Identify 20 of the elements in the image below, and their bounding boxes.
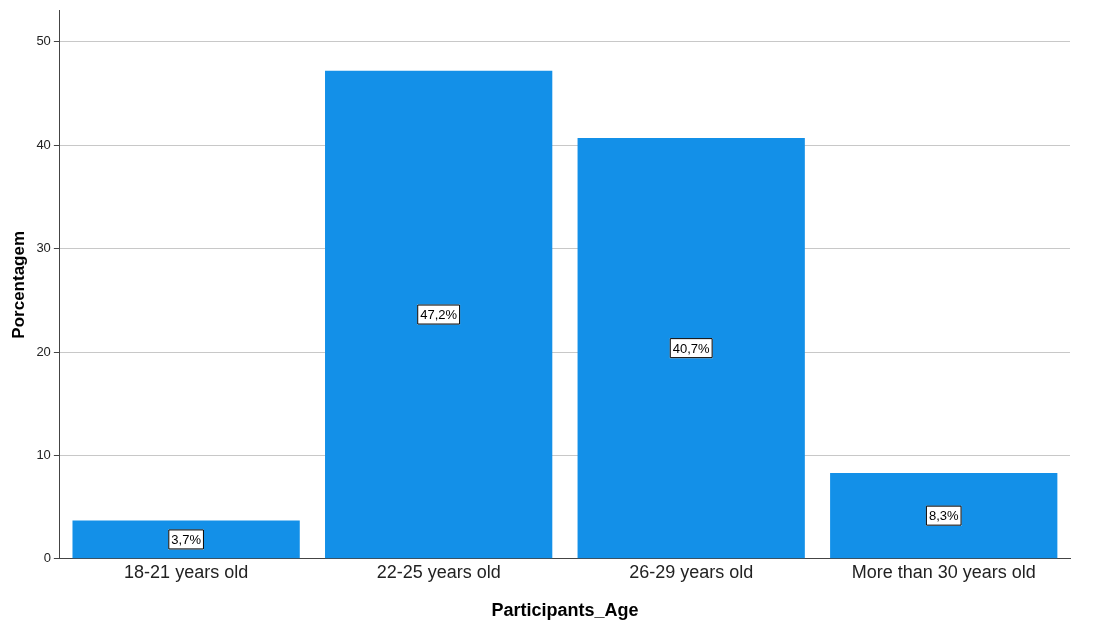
y-tick-label: 0 bbox=[43, 550, 51, 566]
bar bbox=[577, 137, 805, 559]
x-tick-label: 22-25 years old bbox=[376, 561, 501, 582]
y-tick-label: 50 bbox=[36, 33, 51, 49]
data-label: 40,7% bbox=[672, 340, 711, 356]
x-axis-title: Participants_Age bbox=[491, 600, 639, 621]
x-tick-label: 18-21 years old bbox=[124, 561, 249, 582]
y-tick-label: 40 bbox=[36, 136, 51, 152]
y-tick-label: 20 bbox=[36, 343, 51, 359]
x-tick-label: More than 30 years old bbox=[851, 561, 1036, 582]
bar bbox=[830, 472, 1058, 559]
y-tick-label: 30 bbox=[36, 240, 51, 256]
bar bbox=[325, 70, 553, 559]
y-axis-title: Porcentagem bbox=[8, 230, 28, 339]
data-label: 8,3% bbox=[928, 508, 959, 524]
y-tick-label: 10 bbox=[36, 446, 51, 462]
data-label: 3,7% bbox=[171, 532, 202, 547]
x-tick-label: 26-29 years old bbox=[629, 561, 754, 582]
data-label: 47,2% bbox=[420, 307, 458, 323]
bar bbox=[72, 520, 300, 559]
